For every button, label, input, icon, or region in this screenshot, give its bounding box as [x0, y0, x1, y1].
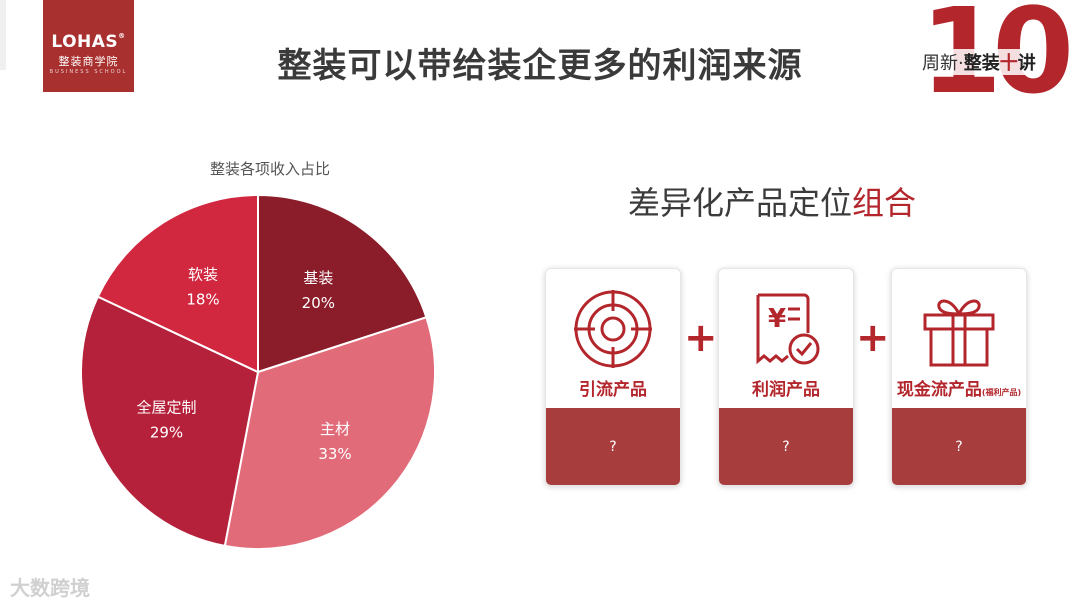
- card-label: 现金流产品(福利产品): [896, 380, 1022, 400]
- pie-slice-value: 20%: [302, 294, 335, 312]
- card-traffic-product: 引流产品 ?: [545, 268, 681, 486]
- card-label: 利润产品: [752, 380, 820, 400]
- card-answer: ?: [892, 408, 1026, 485]
- pie-slice-value: 33%: [318, 445, 351, 463]
- pie-slice-2: [80, 295, 260, 548]
- pie-slice-value: 29%: [150, 424, 183, 442]
- left-edge-strip: [0, 0, 6, 70]
- card-label: 引流产品: [579, 380, 647, 400]
- pie-slice-label: 主材: [320, 420, 350, 438]
- pie-slice-3: [96, 193, 259, 374]
- card-profit-product: ¥ 利润产品 ?: [718, 268, 854, 486]
- revenue-pie-chart: 整装各项收入占比 基装 20% 主材 33% 全屋定制 29% 软装 18%: [80, 160, 436, 550]
- invoice-check-icon: ¥: [719, 287, 853, 369]
- badge-series-name: 周新·整装十讲: [920, 49, 1038, 75]
- watermark: 大数跨境: [10, 576, 90, 600]
- logo-tagline: BUSINESS SCHOOL: [49, 69, 128, 75]
- lohas-logo: LOHAS® 整装商学院 BUSINESS SCHOOL: [43, 0, 134, 92]
- card-answer: ?: [546, 408, 680, 485]
- pie-slice-label: 软装: [188, 265, 218, 283]
- plus-sign: +: [856, 315, 890, 361]
- target-icon: [546, 287, 680, 369]
- gift-icon: [892, 287, 1026, 369]
- card-answer: ?: [719, 408, 853, 485]
- pie-slice-label: 全屋定制: [137, 399, 197, 417]
- page-title: 整装可以带给装企更多的利润来源: [277, 46, 803, 86]
- logo-brand: LOHAS®: [51, 32, 126, 52]
- pie-slice-value: 18%: [186, 290, 219, 308]
- pie-slice-0: [257, 193, 428, 374]
- pie-chart-title: 整装各项收入占比: [210, 160, 330, 178]
- series-badge: 10 周新·整装十讲: [920, 0, 1080, 112]
- plus-sign: +: [684, 315, 718, 361]
- pie-slice-label: 基装: [303, 269, 333, 287]
- positioning-title: 差异化产品定位组合: [628, 184, 917, 222]
- logo-subtitle: 整装商学院: [58, 55, 119, 68]
- pie-slice-1: [223, 316, 436, 550]
- card-cashflow-product: 现金流产品(福利产品) ?: [891, 268, 1027, 486]
- svg-text:¥: ¥: [768, 304, 786, 334]
